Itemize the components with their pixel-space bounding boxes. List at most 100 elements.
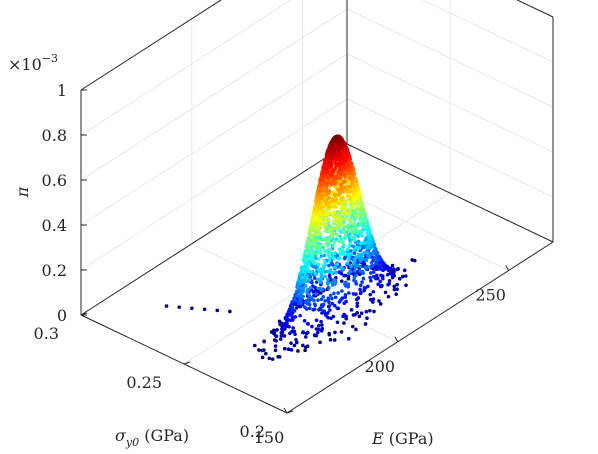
y-tick-label: 0.25 [126, 373, 162, 392]
data-point [335, 233, 340, 237]
x-axis-label: E (GPa) [371, 429, 434, 448]
data-point [327, 273, 332, 278]
data-point [299, 274, 303, 278]
y-tick-mark [286, 410, 294, 414]
axes-box-edge [286, 241, 554, 414]
tick-marks [80, 89, 510, 414]
data-point [368, 292, 373, 297]
data-point [349, 265, 353, 269]
data-point [327, 286, 331, 290]
data-point [332, 240, 337, 244]
data-point [379, 273, 383, 278]
data-point [377, 299, 381, 303]
data-point [319, 303, 324, 307]
data-point [352, 238, 357, 242]
data-point [316, 323, 321, 328]
data-point [354, 245, 359, 250]
data-point [202, 307, 207, 312]
data-point [307, 278, 312, 282]
data-point [335, 320, 340, 325]
grid-line-z-back-wall [80, 53, 348, 226]
data-point [363, 322, 368, 326]
x-tick-label: 250 [475, 286, 506, 305]
data-point [307, 306, 312, 311]
data-point [282, 327, 287, 331]
data-point [332, 303, 337, 308]
data-point [312, 232, 317, 237]
data-point [325, 211, 330, 216]
data-point [398, 276, 402, 281]
data-point [330, 296, 334, 301]
data-point [336, 171, 340, 175]
data-point [322, 309, 326, 313]
data-point [334, 237, 339, 241]
grid-line-z-side-wall [346, 8, 554, 108]
data-point [335, 306, 340, 310]
data-point [267, 356, 272, 361]
data-point [328, 308, 332, 312]
data-point [369, 260, 374, 265]
data-point [332, 277, 336, 282]
data-point [314, 218, 319, 222]
data-point [339, 205, 344, 209]
data-point [358, 207, 362, 211]
data-point [303, 348, 307, 353]
data-point [329, 251, 333, 256]
data-point [306, 262, 311, 267]
data-point [312, 333, 317, 337]
data-point [303, 271, 307, 276]
data-point [356, 296, 361, 300]
data-point [354, 327, 358, 332]
data-point [328, 293, 333, 298]
data-point [332, 291, 336, 296]
data-point [356, 239, 361, 244]
data-point [395, 287, 399, 292]
data-point [311, 228, 315, 233]
data-point [305, 274, 310, 279]
data-point [320, 323, 324, 327]
data-point [303, 284, 308, 288]
data-point [327, 331, 331, 336]
z-scale-label: ×10−3 [8, 52, 58, 74]
data-point [326, 296, 331, 301]
data-point [347, 175, 352, 179]
data-point [323, 189, 328, 194]
z-tick-label: 1 [57, 81, 67, 100]
data-point [260, 355, 265, 360]
data-point [292, 329, 297, 334]
data-point [351, 244, 355, 248]
data-point [357, 212, 362, 217]
data-point [327, 227, 332, 231]
data-point [364, 257, 369, 262]
data-point [358, 283, 363, 288]
axes-box-edge [80, 143, 348, 316]
z-tick-label: 0 [57, 306, 67, 325]
data-point [296, 294, 300, 298]
data-point [298, 313, 302, 318]
data-point [348, 195, 353, 199]
data-point [302, 267, 307, 271]
data-point [366, 243, 370, 247]
data-point [340, 195, 345, 200]
data-point [371, 300, 375, 304]
data-point [286, 347, 291, 352]
data-point [313, 255, 317, 260]
data-point [335, 214, 340, 218]
data-point [298, 286, 303, 290]
data-point [355, 310, 360, 315]
data-point [330, 301, 335, 306]
data-point [369, 271, 373, 275]
data-point [296, 349, 300, 353]
data-point [340, 289, 344, 293]
data-point [333, 204, 337, 209]
data-point [305, 330, 310, 335]
data-point [348, 232, 352, 236]
data-point [331, 190, 335, 194]
data-point [310, 248, 314, 253]
data-point [362, 225, 366, 229]
data-point [330, 179, 334, 184]
data-point [359, 204, 364, 209]
y-tick-mark [183, 361, 191, 365]
grid-line-z-back-wall [80, 0, 222, 91]
data-point [336, 188, 340, 192]
